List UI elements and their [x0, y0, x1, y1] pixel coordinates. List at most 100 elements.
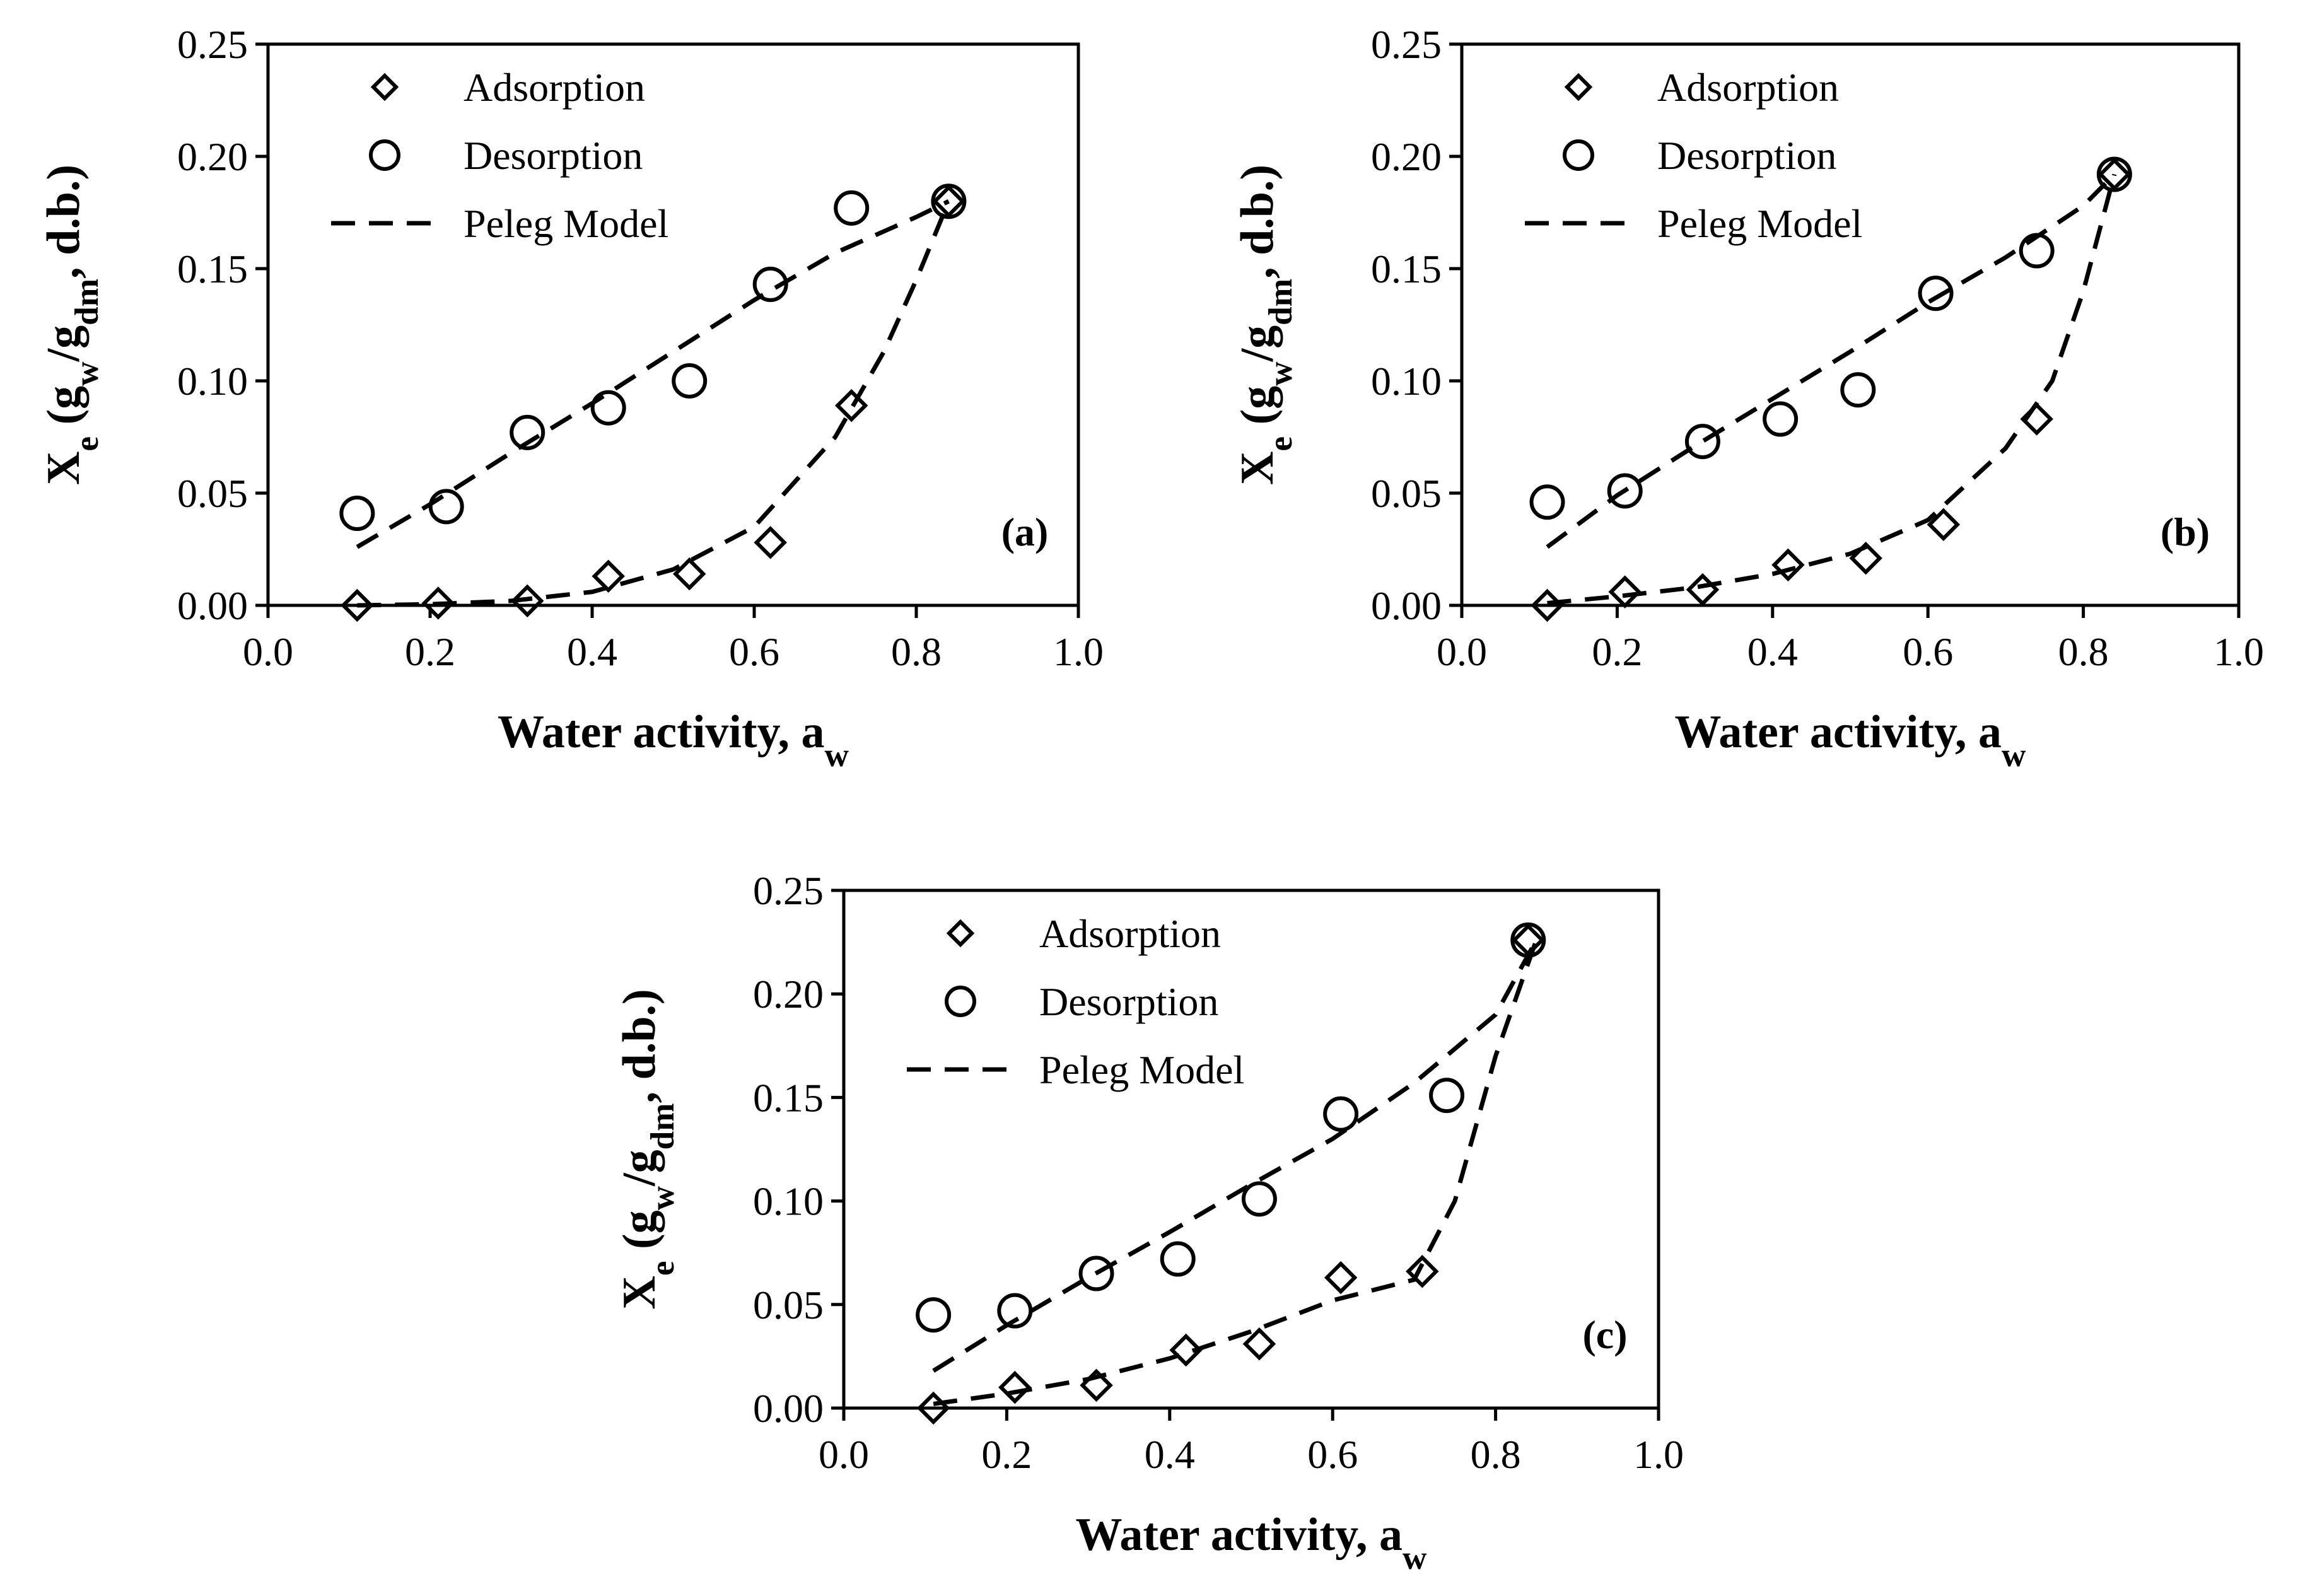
x-axis-title-a: Water activity, aw [498, 706, 849, 774]
legend-adsorption-symbol-a [370, 73, 399, 102]
desorption-point-b [2019, 233, 2055, 269]
desorption-point-a [931, 183, 967, 219]
plot-frame-a [266, 42, 1080, 607]
x-tick-label-a: 0.4 [567, 629, 617, 674]
legend-desorption-label-a: Desorption [464, 133, 643, 178]
adsorption-point-a [672, 557, 706, 591]
legend-desorption-label-c: Desorption [1039, 979, 1218, 1024]
adsorption-point-a [834, 388, 868, 422]
adsorption-point-a [341, 588, 374, 622]
adsorption-point-b [1608, 575, 1642, 609]
desorption-point-c [1241, 1181, 1277, 1217]
desorption-point-a [834, 190, 870, 226]
peleg-model-line-a-0 [357, 200, 951, 608]
plot-frame-b [1460, 42, 2241, 607]
legend-adsorption-label-b: Adsorption [1657, 65, 1839, 110]
desorption-point-c [916, 1297, 952, 1333]
y-tick-label-c: 0.20 [753, 972, 824, 1016]
x-tick-label-a: 0.0 [243, 629, 293, 674]
adsorption-point-c [1080, 1368, 1113, 1402]
y-tick-label-c: 0.00 [753, 1386, 824, 1431]
legend-peleg-label-a: Peleg Model [464, 201, 668, 246]
desorption-point-b [1840, 372, 1876, 408]
y-tick-label-b: 0.25 [1371, 22, 1442, 67]
peleg-model-line-b-0 [1547, 173, 2117, 605]
y-tick-label-a: 0.25 [177, 22, 248, 67]
x-tick-label-a: 0.6 [729, 629, 779, 674]
legend-peleg-label-b: Peleg Model [1657, 201, 1862, 246]
x-tick-label-c: 1.0 [1633, 1432, 1684, 1477]
x-tick-label-b: 0.4 [1747, 629, 1798, 674]
legend-adsorption-symbol-b [1564, 73, 1593, 102]
desorption-point-a [428, 489, 464, 525]
y-tick-label-c: 0.25 [753, 868, 824, 913]
adsorption-point-b [1531, 588, 1564, 622]
adsorption-point-a [421, 586, 455, 620]
y-tick-label-c: 0.15 [753, 1075, 824, 1120]
peleg-model-line-a-1 [356, 199, 950, 549]
legend-adsorption-label-a: Adsorption [464, 65, 645, 110]
adsorption-point-c [1242, 1327, 1276, 1361]
desorption-point-b [1684, 424, 1720, 460]
x-tick-label-b: 0.8 [2058, 629, 2109, 674]
adsorption-point-b [1849, 541, 1882, 575]
panel-label-a: (a) [1001, 510, 1049, 554]
x-tick-label-a: 0.8 [891, 629, 942, 674]
peleg-model-line-c-0 [933, 939, 1539, 1406]
x-tick-label-b: 0.0 [1437, 629, 1487, 674]
legend-desorption-symbol-c [945, 986, 976, 1017]
adsorption-point-c [1512, 923, 1545, 957]
y-axis-title-c: Xe (gw/gdm, d.b.) [614, 989, 681, 1309]
desorption-point-a [510, 414, 545, 450]
y-tick-label-a: 0.10 [177, 359, 248, 404]
x-tick-label-b: 0.2 [1592, 629, 1642, 674]
y-tick-label-b: 0.10 [1371, 359, 1442, 404]
x-tick-label-b: 1.0 [2213, 629, 2264, 674]
y-tick-label-b: 0.15 [1371, 247, 1442, 291]
adsorption-point-c [1324, 1261, 1358, 1295]
chart-panel-a: 0.0 0.2 0.4 0.6 0.8 1.0 0.00 0.05 0.10 0.15 0.20 0.… [38, 22, 1104, 774]
peleg-model-line-b-1 [1546, 173, 2116, 549]
plot-frame-c [842, 888, 1660, 1410]
adsorption-point-b [1771, 548, 1805, 582]
legend-peleg-label-c: Peleg Model [1039, 1047, 1244, 1092]
desorption-point-c [1429, 1078, 1465, 1114]
desorption-point-c [1510, 922, 1546, 958]
y-tick-label-b: 0.20 [1371, 134, 1442, 179]
legend-adsorption-label-c: Adsorption [1039, 911, 1221, 956]
adsorption-point-a [592, 559, 625, 593]
desorption-point-b [1607, 473, 1643, 509]
adsorption-point-b [1686, 573, 1720, 607]
desorption-point-c [1160, 1241, 1196, 1277]
y-axis-title-b: Xe (gw/gdm, d.b.) [1232, 165, 1299, 485]
desorption-point-c [1323, 1096, 1359, 1132]
desorption-point-a [339, 496, 375, 532]
legend-desorption-label-b: Desorption [1657, 133, 1836, 178]
desorption-point-b [1529, 484, 1565, 520]
y-tick-label-a: 0.00 [177, 583, 248, 628]
x-tick-label-c: 0.8 [1471, 1432, 1521, 1477]
y-tick-label-b: 0.05 [1371, 471, 1442, 516]
legend-desorption-symbol-a [369, 139, 400, 171]
x-tick-label-a: 0.2 [405, 629, 455, 674]
y-axis-title-a: Xe (gw/gdm, d.b.) [38, 165, 105, 485]
chart-panel-b: 0.0 0.2 0.4 0.6 0.8 1.0 0.00 0.05 0.10 0.15 0.20 0.… [1232, 22, 2264, 774]
x-axis-title-b: Water activity, aw [1674, 706, 2026, 774]
desorption-point-a [672, 363, 708, 399]
x-tick-label-c: 0.6 [1307, 1432, 1358, 1477]
adsorption-point-c [998, 1370, 1032, 1404]
legend-desorption-symbol-b [1563, 139, 1594, 171]
adsorption-point-c [1169, 1333, 1203, 1367]
panel-label-c: (c) [1582, 1312, 1627, 1357]
desorption-point-a [590, 390, 626, 426]
peleg-model-line-c-1 [932, 939, 1539, 1373]
x-tick-label-a: 1.0 [1053, 629, 1104, 674]
adsorption-point-b [1927, 508, 1961, 542]
desorption-point-c [997, 1293, 1033, 1329]
y-tick-label-a: 0.05 [177, 471, 248, 516]
desorption-point-b [2096, 156, 2132, 192]
desorption-point-b [1918, 276, 1954, 312]
adsorption-point-b [2020, 402, 2053, 436]
x-tick-label-b: 0.6 [1903, 629, 1953, 674]
